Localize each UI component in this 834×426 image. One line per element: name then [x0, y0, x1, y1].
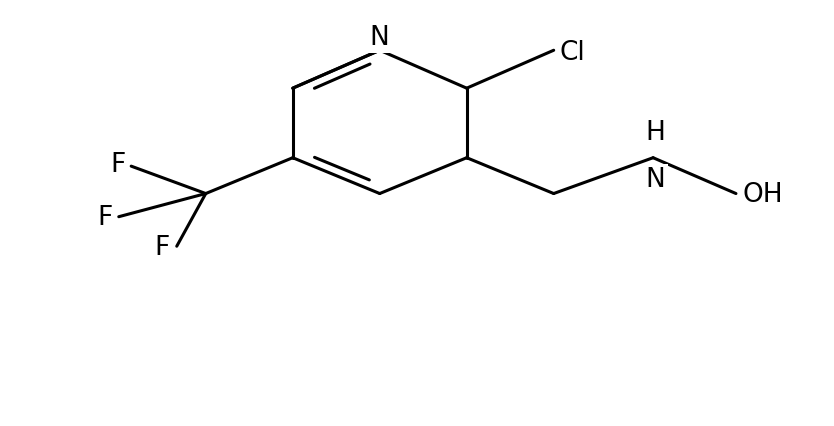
- Text: N: N: [646, 167, 666, 193]
- Text: H: H: [646, 120, 666, 146]
- Text: F: F: [98, 204, 113, 230]
- Text: F: F: [155, 235, 170, 261]
- Text: OH: OH: [742, 181, 783, 207]
- Text: N: N: [369, 25, 389, 51]
- Text: F: F: [110, 152, 125, 178]
- Text: Cl: Cl: [560, 40, 585, 65]
